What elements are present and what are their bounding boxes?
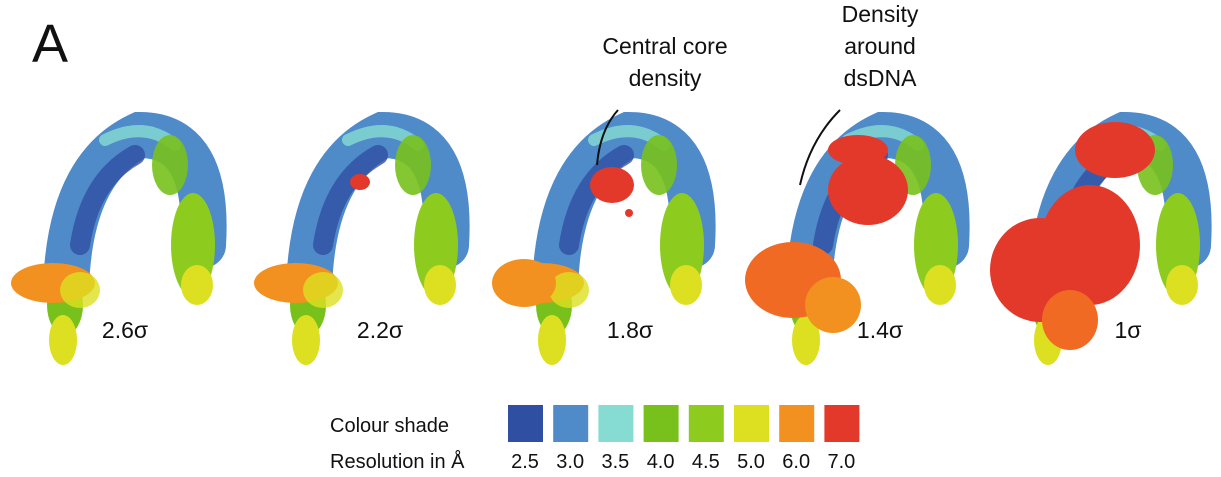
resolution-value: 4.0 — [647, 451, 675, 472]
map-label: 2.6σ — [102, 317, 148, 343]
annotation-line: dsDNA — [844, 65, 918, 91]
color-swatch — [644, 405, 679, 442]
annotations: Central core density Density around dsDNA — [602, 1, 918, 91]
panel-label: A — [32, 14, 68, 74]
figure: A Central coredensityDensityarounddsDNA … — [0, 0, 1221, 472]
map-label: 1.8σ — [607, 317, 653, 343]
legend: Colour shade Resolution in Å 2.5 3.0 3.5 4.0 4… — [330, 405, 859, 472]
annotation-line: Central core — [602, 33, 727, 59]
resolution-value: 6.0 — [782, 451, 810, 472]
density-map — [990, 122, 1200, 365]
legend-title: Resolution in Å — [330, 450, 465, 472]
resolution-value: 3.0 — [556, 451, 584, 472]
resolution-value: 3.5 — [601, 451, 629, 472]
color-swatch — [689, 405, 724, 442]
density-map — [745, 131, 958, 365]
resolution-value: 2.5 — [511, 451, 539, 472]
color-swatch — [508, 405, 543, 442]
map-labels: 2.6σ 2.2σ 1.8σ 1.4σ 1σ — [102, 317, 1142, 343]
legend-title: Colour shade — [330, 415, 449, 437]
color-swatch — [553, 405, 588, 442]
annotation-line: density — [629, 65, 702, 91]
map-label: 1.4σ — [857, 317, 903, 343]
resolution-value: 4.5 — [692, 451, 720, 472]
color-swatch — [734, 405, 769, 442]
resolution-value: 5.0 — [737, 451, 765, 472]
color-swatch — [779, 405, 814, 442]
color-swatch — [824, 405, 859, 442]
color-swatch — [598, 405, 633, 442]
map-label: 2.2σ — [357, 317, 403, 343]
annotation-line: Density — [842, 1, 919, 27]
resolution-value: 7.0 — [827, 451, 855, 472]
density-map — [492, 131, 704, 365]
annotation-line: around — [844, 33, 916, 59]
map-label: 1σ — [1115, 317, 1142, 343]
